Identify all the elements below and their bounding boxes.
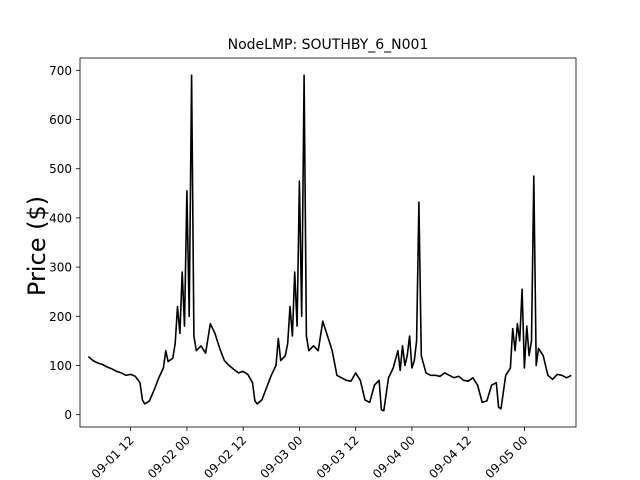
- plot-area: [87, 74, 572, 412]
- y-tick-label: 300: [49, 261, 72, 275]
- y-tick-label: 700: [49, 64, 72, 78]
- chart-title: NodeLMP: SOUTHBY_6_N001: [228, 37, 429, 53]
- y-tick-label: 500: [49, 162, 72, 176]
- y-tick-label: 600: [49, 113, 72, 127]
- y-tick-label: 0: [64, 408, 72, 422]
- y-tick-label: 400: [49, 211, 72, 225]
- axes-frame: [79, 57, 577, 428]
- y-axis-ticks: 0 100 200 300 400 500 600 700: [49, 64, 80, 422]
- y-tick-label: 200: [49, 310, 72, 324]
- y-tick-label: 100: [49, 359, 72, 373]
- price-series-line: [87, 74, 572, 412]
- y-axis-label: Price ($): [23, 196, 51, 296]
